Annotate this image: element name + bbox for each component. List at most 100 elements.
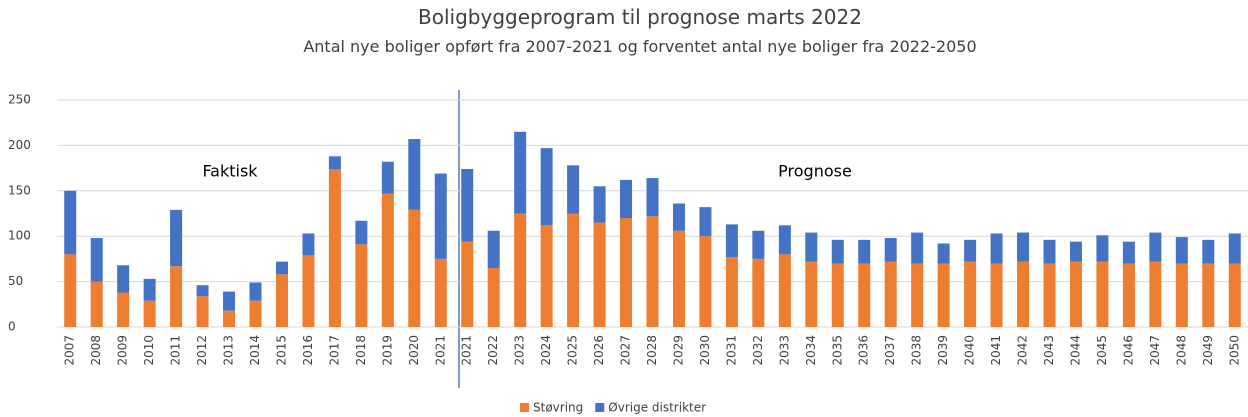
bar-segment bbox=[1228, 233, 1241, 264]
bar-segment bbox=[1122, 263, 1135, 327]
bar-segment bbox=[514, 131, 527, 214]
bar-segment bbox=[567, 165, 580, 214]
bar-segment bbox=[90, 281, 103, 327]
bar-segment bbox=[1043, 263, 1056, 327]
x-tick-label: 2042 bbox=[1016, 335, 1030, 366]
bar-segment bbox=[302, 233, 315, 256]
bar-segment bbox=[699, 236, 712, 327]
bar-segment bbox=[143, 278, 156, 301]
bar-segment bbox=[328, 169, 341, 327]
bar-segment bbox=[1096, 235, 1109, 262]
bar-segment bbox=[620, 179, 633, 219]
bar-segment bbox=[1175, 263, 1188, 327]
x-tick-label: 2016 bbox=[301, 335, 315, 366]
bar-segment bbox=[1069, 261, 1082, 327]
x-tick-label: 2045 bbox=[1095, 335, 1109, 366]
bar-segment bbox=[461, 169, 474, 242]
x-tick-label: 2014 bbox=[248, 335, 262, 366]
y-tick-label: 150 bbox=[8, 183, 31, 197]
bar-segment bbox=[1228, 263, 1241, 327]
x-tick-label: 2034 bbox=[804, 335, 818, 366]
bar-segment bbox=[805, 232, 818, 262]
bar-segment bbox=[1122, 241, 1135, 264]
legend-label: Støvring bbox=[533, 401, 583, 415]
bar-segment bbox=[593, 186, 606, 223]
x-tick-label: 2046 bbox=[1121, 335, 1135, 366]
chart-subtitle: Antal nye boliger opført fra 2007-2021 o… bbox=[303, 37, 976, 56]
bar-segment bbox=[514, 213, 527, 327]
bar-segment bbox=[487, 267, 500, 327]
x-tick-label: 2025 bbox=[566, 335, 580, 366]
bar-segment bbox=[196, 285, 209, 297]
bar-segment bbox=[302, 255, 315, 327]
x-tick-label: 2029 bbox=[671, 335, 685, 366]
x-tick-label: 2017 bbox=[327, 335, 341, 366]
bar-segment bbox=[170, 266, 183, 327]
x-tick-label: 2007 bbox=[63, 335, 77, 366]
bar-segment bbox=[355, 220, 368, 245]
x-tick-label: 2030 bbox=[698, 335, 712, 366]
x-tick-label: 2040 bbox=[963, 335, 977, 366]
bar-segment bbox=[990, 233, 1003, 264]
x-tick-label: 2008 bbox=[89, 335, 103, 366]
bar-segment bbox=[117, 292, 130, 327]
bar-segment bbox=[990, 263, 1003, 327]
bar-segment bbox=[593, 222, 606, 327]
y-tick-label: 0 bbox=[8, 320, 16, 334]
x-tick-label: 2048 bbox=[1174, 335, 1188, 366]
x-tick-label: 2012 bbox=[195, 335, 209, 366]
x-tick-label: 2020 bbox=[407, 335, 421, 366]
x-tick-label: 2013 bbox=[222, 335, 236, 366]
legend-swatch bbox=[520, 403, 529, 412]
x-tick-label: 2011 bbox=[169, 335, 183, 366]
bar-segment bbox=[64, 254, 77, 327]
bar-segment bbox=[1017, 261, 1030, 327]
bar-segment bbox=[672, 203, 685, 231]
bar-segment bbox=[461, 241, 474, 327]
bar-segment bbox=[434, 173, 447, 259]
bar-segment bbox=[223, 310, 236, 327]
x-tick-label: 2033 bbox=[777, 335, 791, 366]
bar-segment bbox=[725, 257, 738, 327]
x-tick-label: 2026 bbox=[592, 335, 606, 366]
y-tick-label: 100 bbox=[8, 229, 31, 243]
bar-segment bbox=[858, 263, 871, 327]
x-tick-label: 2038 bbox=[910, 335, 924, 366]
bar-segment bbox=[858, 239, 871, 264]
x-tick-label: 2032 bbox=[751, 335, 765, 366]
bar-segment bbox=[381, 193, 394, 327]
bar-segment bbox=[937, 243, 950, 264]
annotation: Prognose bbox=[778, 162, 852, 181]
x-tick-label: 2027 bbox=[619, 335, 633, 366]
bar-segment bbox=[778, 225, 791, 255]
x-tick-label: 2031 bbox=[724, 335, 738, 366]
bar-segment bbox=[249, 300, 262, 327]
bar-segment bbox=[1202, 263, 1215, 327]
bar-segment bbox=[328, 156, 341, 170]
x-tick-label: 2019 bbox=[380, 335, 394, 366]
bar-segment bbox=[884, 238, 897, 262]
bar-segment bbox=[646, 216, 659, 327]
legend-label: Øvrige distrikter bbox=[608, 401, 706, 415]
bar-segment bbox=[964, 239, 977, 262]
bar-segment bbox=[408, 139, 421, 210]
bar-segment bbox=[223, 291, 236, 311]
bar-segment bbox=[540, 148, 553, 226]
bar-segment bbox=[381, 161, 394, 194]
bar-segment bbox=[355, 244, 368, 327]
x-tick-label: 2009 bbox=[116, 335, 130, 366]
bar-segment bbox=[275, 274, 288, 327]
bar-segment bbox=[620, 218, 633, 327]
bar-segment bbox=[911, 263, 924, 327]
bar-segment bbox=[90, 238, 103, 282]
bar-segment bbox=[672, 230, 685, 327]
bar-segment bbox=[1069, 241, 1082, 262]
bar-segment bbox=[752, 230, 765, 259]
bar-segment bbox=[911, 232, 924, 264]
x-tick-label: 2047 bbox=[1148, 335, 1162, 366]
x-tick-label: 2021 bbox=[460, 335, 474, 366]
y-tick-label: 200 bbox=[8, 138, 31, 152]
bar-segment bbox=[540, 225, 553, 327]
bar-segment bbox=[1149, 232, 1162, 262]
